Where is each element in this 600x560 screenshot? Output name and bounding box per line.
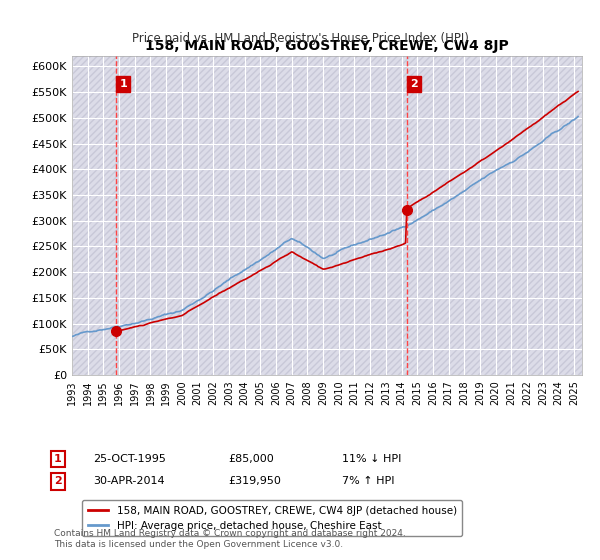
Text: 1: 1 bbox=[54, 454, 62, 464]
Text: 7% ↑ HPI: 7% ↑ HPI bbox=[342, 477, 395, 487]
Text: 2: 2 bbox=[54, 477, 62, 487]
Text: 25-OCT-1995: 25-OCT-1995 bbox=[93, 454, 166, 464]
Text: £319,950: £319,950 bbox=[228, 477, 281, 487]
Text: 1: 1 bbox=[119, 79, 127, 89]
Text: 2: 2 bbox=[410, 79, 418, 89]
Text: £85,000: £85,000 bbox=[228, 454, 274, 464]
Text: Price paid vs. HM Land Registry's House Price Index (HPI): Price paid vs. HM Land Registry's House … bbox=[131, 32, 469, 45]
Legend: 158, MAIN ROAD, GOOSTREY, CREWE, CW4 8JP (detached house), HPI: Average price, d: 158, MAIN ROAD, GOOSTREY, CREWE, CW4 8JP… bbox=[82, 500, 462, 536]
Text: 11% ↓ HPI: 11% ↓ HPI bbox=[342, 454, 401, 464]
Title: 158, MAIN ROAD, GOOSTREY, CREWE, CW4 8JP: 158, MAIN ROAD, GOOSTREY, CREWE, CW4 8JP bbox=[145, 39, 509, 53]
Text: Contains HM Land Registry data © Crown copyright and database right 2024.
This d: Contains HM Land Registry data © Crown c… bbox=[54, 529, 406, 549]
Text: 30-APR-2014: 30-APR-2014 bbox=[93, 477, 164, 487]
